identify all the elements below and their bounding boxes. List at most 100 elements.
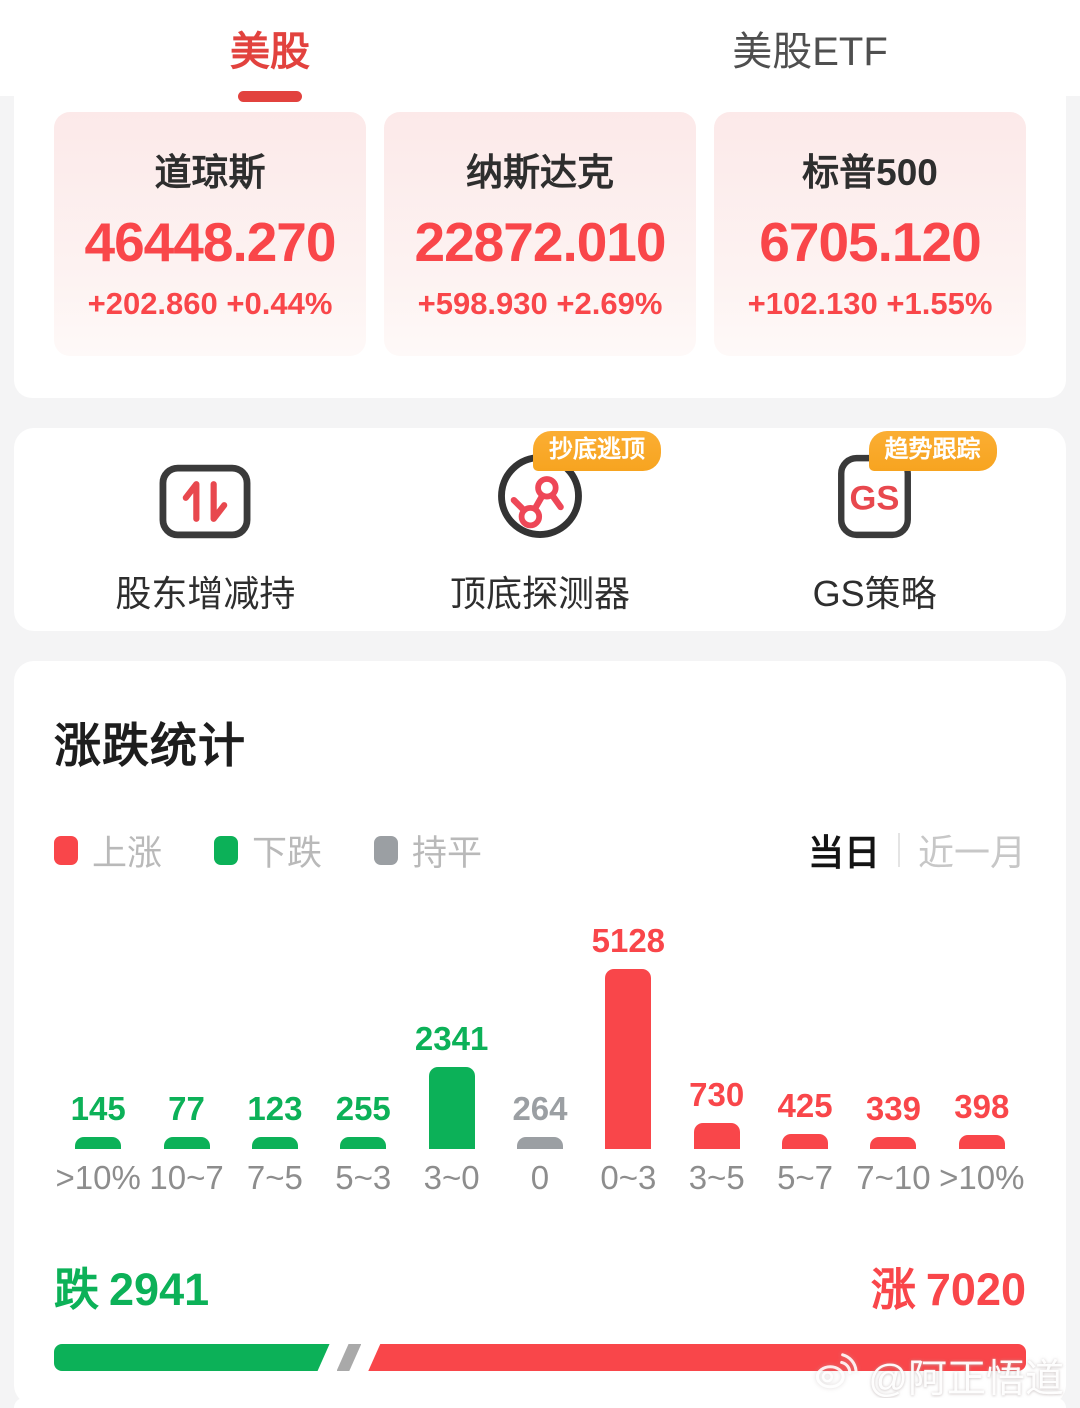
feature-shortcuts-card: 股东增减持 抄底逃顶顶底探测器 趋势跟踪 GS GS策略 xyxy=(14,428,1066,631)
bar-column-8: 425 5~7 xyxy=(761,1087,849,1197)
index-value: 22872.010 xyxy=(414,211,667,273)
rise-total: 涨 7020 xyxy=(871,1253,1026,1318)
legend-swatch xyxy=(374,835,399,865)
top-tab-label: 美股ETF xyxy=(732,30,888,74)
index-tile-2[interactable]: 标普500 6705.120 +102.130 +1.55% xyxy=(714,112,1026,356)
index-name: 纳斯达克 xyxy=(466,152,614,193)
holder-change-icon xyxy=(158,463,252,545)
index-value: 6705.120 xyxy=(759,211,981,273)
feature-label: 顶底探测器 xyxy=(450,572,631,614)
bar-category-label: >10% xyxy=(939,1159,1025,1196)
bar-column-6: 5128 0~3 xyxy=(584,922,672,1197)
next-card-top-edge xyxy=(14,1398,1066,1408)
chart-legend: 上涨 下跌 持平 xyxy=(54,825,482,876)
feature-1[interactable]: 抄底逃顶顶底探测器 xyxy=(373,430,708,617)
feature-icon-wrap: 趋势跟踪 GS xyxy=(836,430,997,545)
rise-total-label: 涨 xyxy=(870,1264,916,1315)
index-name: 道琼斯 xyxy=(154,152,266,193)
bar-category-label: >10% xyxy=(55,1159,141,1196)
bar xyxy=(163,1137,210,1149)
ratio-segment-flat xyxy=(337,1344,362,1371)
feature-0[interactable]: 股东增减持 xyxy=(38,455,373,617)
rise-fall-ratio-bar xyxy=(54,1344,1026,1371)
watermark-text: @阿正悟道 xyxy=(868,1358,1064,1401)
index-tiles-card: 道琼斯 46448.270 +202.860 +0.44% 纳斯达克 22872.010… xyxy=(14,96,1066,398)
bar xyxy=(870,1137,917,1149)
legend-label: 下跌 xyxy=(252,833,323,873)
active-tab-underline xyxy=(238,91,302,102)
legend-item-2: 持平 xyxy=(374,825,482,876)
legend-item-0: 上涨 xyxy=(54,825,162,876)
feature-2[interactable]: 趋势跟踪 GS GS策略 xyxy=(707,430,1042,617)
bar-column-2: 123 7~5 xyxy=(231,1090,319,1197)
summary-row: 跌 2941 涨 7020 xyxy=(54,1253,1026,1318)
bar xyxy=(516,1137,563,1149)
top-tab-bar: 美股 美股ETF xyxy=(0,0,1080,102)
watermark: @阿正悟道 xyxy=(812,1348,1064,1404)
bar-value-label: 730 xyxy=(689,1076,745,1113)
bar-column-10: 398 >10% xyxy=(938,1088,1026,1197)
index-tiles-row: 道琼斯 46448.270 +202.860 +0.44% 纳斯达克 22872.010… xyxy=(54,112,1026,356)
top-tab-us-etf[interactable]: 美股ETF xyxy=(540,0,1080,96)
legend-row: 上涨 下跌 持平 当日 近一月 xyxy=(54,824,1026,876)
bar-value-label: 145 xyxy=(70,1090,126,1127)
bar-column-5: 264 0 xyxy=(496,1090,584,1197)
bar-column-0: 145 >10% xyxy=(54,1090,142,1197)
feature-label: 股东增减持 xyxy=(115,572,296,614)
bar-category-label: 7~10 xyxy=(856,1159,931,1196)
bar-column-1: 77 10~7 xyxy=(142,1090,230,1197)
index-change: +202.860 +0.44% xyxy=(87,286,333,321)
legend-swatch xyxy=(214,835,239,865)
top-tab-label: 美股 xyxy=(230,30,310,74)
bar-value-label: 77 xyxy=(168,1090,205,1127)
bar-category-label: 5~3 xyxy=(335,1159,392,1196)
bar-category-label: 7~5 xyxy=(246,1159,303,1196)
index-tile-0[interactable]: 道琼斯 46448.270 +202.860 +0.44% xyxy=(54,112,366,356)
rise-fall-bar-chart: 145 >10% 77 10~7 123 7~5 255 5~3 2341 3~0 264 0 5128… xyxy=(54,922,1026,1197)
bar xyxy=(340,1137,387,1149)
bar-column-9: 339 7~10 xyxy=(849,1090,937,1197)
bar-value-label: 255 xyxy=(335,1090,391,1127)
ratio-segment-rise xyxy=(368,1344,1026,1371)
bar xyxy=(782,1134,829,1149)
fall-total-label: 跌 xyxy=(54,1264,100,1315)
feature-icon-wrap: 抄底逃顶 xyxy=(496,430,661,545)
ratio-segment-fall xyxy=(54,1344,330,1371)
bar xyxy=(958,1135,1005,1149)
bar xyxy=(605,969,652,1149)
feature-icon-wrap xyxy=(158,455,252,545)
period-tab-0[interactable]: 当日 xyxy=(807,832,880,873)
bar-category-label: 3~0 xyxy=(423,1159,480,1196)
period-tab-divider xyxy=(897,833,900,867)
bar-category-label: 0~3 xyxy=(600,1159,657,1196)
legend-label: 上涨 xyxy=(92,833,163,873)
bar-column-4: 2341 3~0 xyxy=(407,1020,495,1197)
bar-category-label: 0 xyxy=(530,1159,550,1196)
bar-value-label: 5128 xyxy=(591,922,666,959)
fall-total: 跌 2941 xyxy=(54,1253,209,1318)
feature-badge: 抄底逃顶 xyxy=(532,430,661,471)
weibo-icon xyxy=(812,1351,860,1401)
index-change: +102.130 +1.55% xyxy=(747,286,993,321)
bar xyxy=(428,1067,475,1149)
bar-value-label: 339 xyxy=(865,1090,921,1127)
bar-category-label: 3~5 xyxy=(688,1159,745,1196)
index-change: +598.930 +2.69% xyxy=(417,286,663,321)
period-tabs: 当日 近一月 xyxy=(808,824,1026,876)
bar-value-label: 398 xyxy=(954,1088,1010,1125)
bar-value-label: 264 xyxy=(512,1090,568,1127)
rise-total-value: 7020 xyxy=(925,1264,1026,1315)
bar-category-label: 5~7 xyxy=(777,1159,834,1196)
bar xyxy=(251,1137,298,1149)
period-tab-1[interactable]: 近一月 xyxy=(917,832,1026,873)
bar-column-3: 255 5~3 xyxy=(319,1090,407,1197)
bar-column-7: 730 3~5 xyxy=(673,1076,761,1197)
index-tile-1[interactable]: 纳斯达克 22872.010 +598.930 +2.69% xyxy=(384,112,696,356)
top-tab-us-stocks[interactable]: 美股 xyxy=(0,0,540,102)
index-value: 46448.270 xyxy=(84,211,337,273)
legend-item-1: 下跌 xyxy=(214,825,322,876)
fall-total-value: 2941 xyxy=(109,1264,210,1315)
bar-value-label: 123 xyxy=(247,1090,303,1127)
bar-value-label: 425 xyxy=(777,1087,833,1124)
feature-label: GS策略 xyxy=(812,572,937,614)
